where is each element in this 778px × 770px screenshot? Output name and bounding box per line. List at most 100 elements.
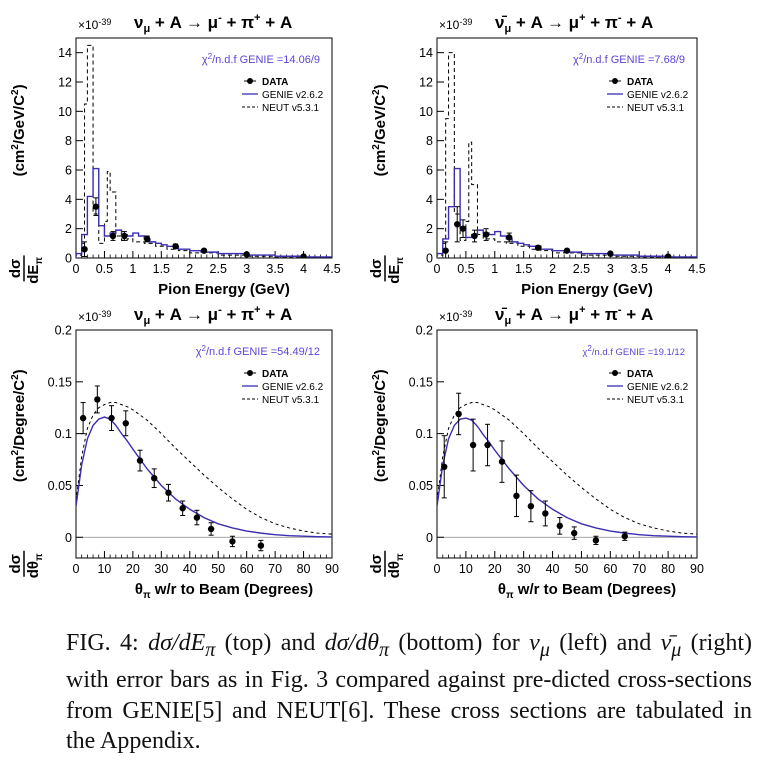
- x-tick-label: 90: [690, 562, 704, 576]
- x-tick-label: 1: [129, 262, 136, 276]
- plot-area: [437, 52, 697, 258]
- data-point: [92, 203, 100, 210]
- chi2-text: /n.d.f GENIE =7.68/9: [583, 54, 685, 66]
- x-label-theta: θ: [135, 581, 143, 598]
- exponent-base: ×10: [78, 18, 99, 32]
- chi2-annotation: χ2/n.d.f GENIE =54.49/12: [196, 344, 320, 358]
- x-tick-label: 1: [491, 262, 498, 276]
- x-tick-label: 20: [126, 562, 140, 576]
- chi2-symbol: χ: [202, 54, 208, 66]
- data-point: [664, 253, 672, 258]
- y-tick-label: 0.2: [416, 324, 433, 338]
- genie-curve: [437, 417, 697, 538]
- data-point: [243, 251, 250, 258]
- data-point: [563, 247, 571, 254]
- genie-histogram: [76, 167, 332, 258]
- legend-data-label: DATA: [627, 369, 653, 380]
- chart-panel-2: 0 0.5 1 1.5 2 2.5 3 3.5 4 4.5 0 2 4 6 8 10 12 14 ×10-39 ν̄μ…: [368, 12, 706, 298]
- y-axis-derivative-den: dEπ: [25, 257, 45, 284]
- chi2-symbol: χ: [196, 346, 202, 358]
- y-units-sup: 2: [371, 89, 382, 95]
- y-tick-label: 12: [58, 76, 72, 90]
- x-tick-label: 4: [300, 262, 307, 276]
- y-units-text: (cm: [11, 150, 28, 177]
- data-point: [136, 457, 144, 464]
- panel-title: νμ + A → μ- + π+ + A: [134, 12, 292, 35]
- title-text: + π: [222, 13, 254, 32]
- chi2-annotation: χ2/n.d.f GENIE =19.1/12: [582, 344, 685, 358]
- caption-math-numu: ν: [529, 630, 540, 656]
- data-point: [454, 221, 461, 228]
- exponent-power: -39: [459, 309, 472, 319]
- exponent-base: ×10: [439, 18, 460, 32]
- data-point: [121, 232, 128, 240]
- legend-data-label: DATA: [262, 369, 288, 380]
- data-point: [151, 475, 158, 482]
- title-text: + A: [622, 305, 654, 324]
- title-text: + A → μ: [150, 305, 218, 324]
- y-tick-label: 2: [65, 222, 72, 236]
- title-sub: μ: [143, 315, 150, 327]
- y-tick-label: 6: [65, 164, 72, 178]
- y-units-text: ): [372, 369, 389, 374]
- y-axis-units: (cm2/GeV/C2): [371, 84, 389, 176]
- plot-frame: [436, 329, 698, 559]
- x-label-text: w/r to Beam (Degrees): [514, 581, 677, 598]
- data-point: [482, 231, 490, 238]
- caption-text: (top) and: [215, 630, 325, 656]
- title-sub: μ: [504, 23, 511, 35]
- x-tick-label: 0: [434, 262, 441, 276]
- y-units-sup: 2: [10, 89, 21, 95]
- plot-frame: [75, 329, 333, 559]
- data-point: [229, 538, 236, 545]
- y-tick-label: 4: [65, 193, 72, 207]
- data-point: [108, 414, 115, 422]
- exponent-power: -39: [459, 17, 472, 27]
- caption-math-sub: μ: [539, 638, 550, 661]
- x-tick-label: 0.5: [96, 262, 113, 276]
- y-deriv-den: dθ: [25, 561, 42, 578]
- chart-panel-4: 0 10 20 30 40 50 60 70 80 90 0 0.05 0.1 0.15 0.2 ×10-39…: [368, 304, 704, 601]
- title-nu: ν: [134, 13, 143, 32]
- title-sub: μ: [143, 23, 150, 35]
- y-deriv-num: dσ: [7, 554, 24, 573]
- y-units-sup: 2: [371, 449, 382, 455]
- title-nu: ν̄: [495, 13, 507, 32]
- y-tick-label: 0.05: [48, 479, 72, 493]
- plot-area: [76, 385, 332, 552]
- title-nu: ν: [134, 305, 143, 324]
- y-units-sup: 2: [371, 144, 382, 150]
- y-tick-label: 0.2: [55, 324, 72, 338]
- y-tick-label: 14: [58, 46, 72, 60]
- data-point: [455, 410, 462, 418]
- y-tick-label: 8: [426, 134, 433, 148]
- chart-panel-1: 0 0.5 1 1.5 2 2.5 3 3.5 4 4.5 0 2 4 6 8 10 12 14 ×10-39 νμ …: [7, 12, 341, 298]
- title-text: + π: [586, 13, 618, 32]
- chi2-sup: 2: [587, 344, 592, 353]
- genie-histogram: [437, 167, 697, 258]
- neut-histogram: [437, 52, 697, 258]
- data-point: [592, 537, 600, 544]
- x-tick-label: 3.5: [266, 262, 283, 276]
- y-axis-derivative-den: dEπ: [386, 257, 406, 284]
- x-tick-label: 70: [632, 562, 646, 576]
- title-sup: -: [618, 12, 622, 24]
- y-axis-label: (cm2/Degree/C2)dσ dθπ: [368, 369, 406, 578]
- legend-data-label: DATA: [627, 77, 653, 88]
- title-text: + A: [261, 13, 293, 32]
- data-point: [471, 232, 478, 240]
- chi2-sup: 2: [208, 52, 213, 61]
- x-tick-label: 80: [297, 562, 311, 576]
- legend-genie-label: GENIE v2.6.2: [262, 90, 324, 101]
- y-units-sup: 2: [371, 374, 382, 380]
- plot-frame: [75, 37, 333, 259]
- title-sup: +: [579, 304, 585, 316]
- panel-title: ν̄μ + A → μ+ + π- + A: [495, 12, 653, 35]
- data-point: [94, 396, 101, 403]
- x-tick-label: 70: [268, 562, 282, 576]
- y-tick-label: 0: [426, 252, 433, 266]
- y-tick-label: 0.15: [409, 375, 433, 389]
- y-tick-label: 0.15: [48, 375, 72, 389]
- data-point: [79, 414, 87, 422]
- x-tick-label: 3: [607, 262, 614, 276]
